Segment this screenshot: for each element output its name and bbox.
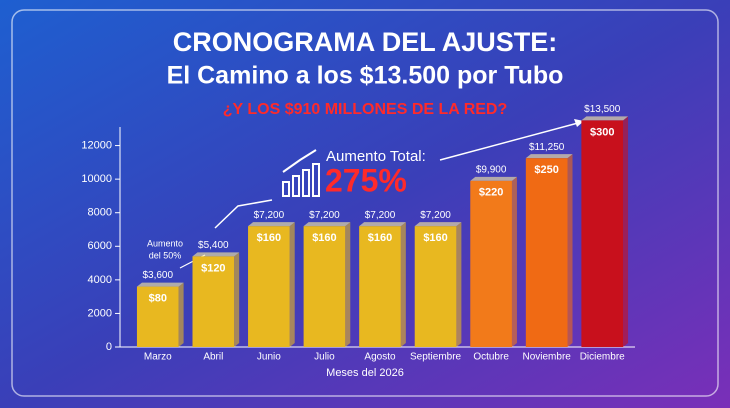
value-label: $13,500 (584, 104, 621, 115)
annotation: del 50% (149, 250, 182, 260)
bar-label: $160 (423, 232, 447, 244)
bar-top (525, 154, 573, 159)
bar-label: $160 (312, 232, 336, 244)
x-tick-label: Agosto (364, 352, 396, 363)
bar-side (511, 176, 517, 347)
bar (470, 180, 512, 347)
value-label: $9,900 (476, 164, 507, 175)
y-tick-label: 2000 (88, 307, 112, 319)
x-tick-label: Junio (257, 352, 281, 363)
frame (11, 9, 719, 397)
growth-icon (282, 149, 320, 197)
bar (581, 120, 624, 348)
bar-side (178, 282, 184, 347)
x-tick-label: Octubre (473, 352, 509, 363)
x-tick-label: Noviembre (522, 352, 571, 363)
value-label: $5,400 (198, 240, 229, 251)
bar-label: $80 (149, 292, 167, 304)
bar (136, 286, 179, 347)
bar-top (359, 222, 406, 227)
value-label: $7,200 (420, 210, 451, 221)
chart-title: CRONOGRAMA DEL AJUSTE: (173, 27, 558, 57)
bar-side (289, 222, 295, 347)
bar-label: $120 (201, 262, 225, 274)
bar-side (345, 222, 351, 347)
x-tick-label: Septiembre (410, 352, 462, 363)
x-tick-label: Julio (314, 352, 335, 363)
annotation: 275% (325, 162, 407, 198)
bar-label: $160 (257, 232, 281, 244)
bar-top (303, 222, 351, 227)
bar (525, 158, 568, 347)
bar (248, 226, 290, 347)
y-tick-label: 10000 (81, 173, 112, 185)
value-label: $11,250 (529, 142, 565, 153)
bar (303, 226, 346, 347)
arrow (439, 122, 579, 161)
arrow (214, 199, 273, 229)
annotation: Aumento Total: (326, 148, 426, 165)
value-label: $7,200 (365, 210, 396, 221)
bar (414, 226, 457, 347)
question: ¿Y LOS $910 MILLONES DE LA RED? (223, 101, 508, 118)
x-tick-label: Marzo (144, 352, 172, 363)
bar-top (414, 222, 462, 227)
bar-side (567, 154, 573, 347)
bar-top (192, 252, 240, 257)
y-tick-label: 8000 (88, 207, 112, 219)
bar-top (470, 176, 517, 181)
value-label: $3,600 (142, 270, 173, 281)
bar-label: $300 (590, 126, 614, 138)
bar-side (234, 252, 240, 347)
x-axis-label: Meses del 2026 (326, 367, 404, 379)
bar-side (400, 222, 406, 347)
bar-label: $250 (534, 164, 558, 176)
bar-label: $160 (368, 232, 392, 244)
bar-top (581, 116, 629, 121)
chart-subtitle: El Camino a los $13.500 por Tubo (167, 62, 564, 90)
x-tick-label: Diciembre (580, 352, 625, 363)
y-tick-label: 6000 (88, 240, 112, 252)
value-label: $7,200 (309, 210, 340, 221)
x-tick-label: Abril (203, 352, 223, 363)
bar-label: $220 (479, 187, 503, 199)
annotation: Aumento (147, 238, 183, 248)
value-label: $7,200 (254, 210, 285, 221)
bar-side (456, 222, 462, 347)
y-tick-label: 4000 (88, 274, 112, 286)
bar (359, 226, 401, 347)
bar-top (136, 282, 184, 287)
y-tick-label: 0 (106, 341, 112, 353)
bar-top (248, 222, 295, 227)
y-tick-label: 12000 (81, 139, 112, 151)
bar-side (623, 116, 629, 348)
bar (192, 256, 235, 347)
